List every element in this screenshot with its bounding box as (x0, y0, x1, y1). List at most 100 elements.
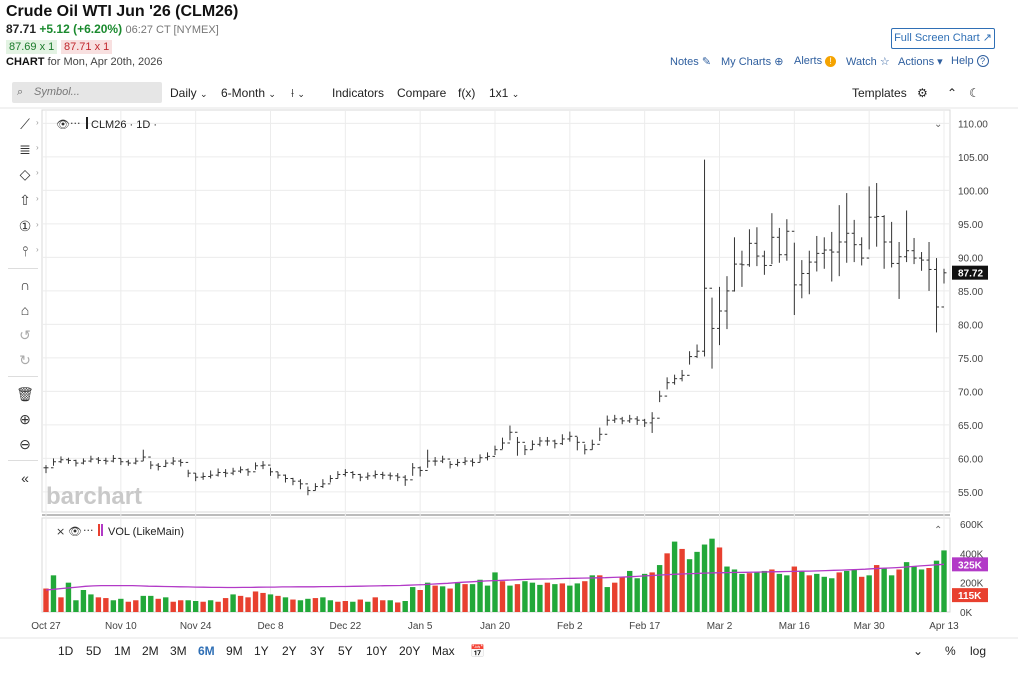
last-price-badge: 87.72 (958, 269, 983, 280)
unlock-icon[interactable]: ⌂ (20, 302, 30, 318)
pane-expand-icon[interactable]: ⌃ (934, 525, 942, 536)
arrow-tool-icon[interactable]: ⇧ › (19, 192, 39, 208)
range-button-6m[interactable]: 6M (198, 644, 215, 658)
period-dropdown[interactable]: Daily ⌄ (170, 86, 208, 100)
volume-bar (769, 569, 775, 612)
volume-bar (252, 591, 259, 612)
my-charts-label: My Charts (721, 56, 772, 68)
volume-bar (357, 599, 363, 612)
full-screen-chart-button[interactable]: Full Screen Chart ↗ (891, 28, 995, 49)
volume-bar (873, 565, 880, 612)
compare-button[interactable]: Compare (397, 86, 447, 100)
volume-bar (739, 573, 745, 612)
volume-bar (821, 576, 827, 612)
range-button-1m[interactable]: 1M (114, 644, 131, 658)
symbol-search-input[interactable]: ⌕ Symbol... (12, 82, 162, 103)
help-link[interactable]: Help ? (951, 55, 989, 67)
redo-icon[interactable]: ↻ (19, 352, 31, 368)
settings-gear-icon[interactable]: ⚙ (917, 86, 928, 100)
volume-bar (514, 584, 521, 612)
eye-icon[interactable]: 👁 (56, 118, 70, 131)
chart-date: CHART for Mon, Apr 20th, 2026 (6, 56, 163, 68)
volume-bar (716, 547, 723, 612)
templates-button[interactable]: Templates (852, 86, 907, 100)
quote-time: 06:27 CT [NYMEX] (125, 24, 219, 36)
pane-collapse-icon[interactable]: ⌄ (934, 119, 942, 130)
collapse-toolbar-icon[interactable]: « (21, 470, 29, 486)
annotation-tool-icon[interactable]: ① › (18, 218, 39, 234)
range-button-max[interactable]: Max (432, 644, 455, 658)
volume-bar (806, 575, 812, 612)
range-button-3m[interactable]: 3M (170, 644, 187, 658)
log-toggle[interactable]: log (970, 644, 987, 658)
trendline-tool-icon[interactable]: ⟋ › (20, 116, 39, 132)
volume-bar (417, 590, 423, 612)
volume-bar (881, 568, 887, 612)
my-charts-link[interactable]: My Charts ⊕ (721, 55, 783, 68)
double-chevron-down-icon[interactable]: ⌄ (913, 644, 924, 658)
range-button-9m[interactable]: 9M (226, 644, 243, 658)
volume-bar (941, 550, 947, 612)
volume-bar (185, 600, 191, 612)
chevron-down-icon: ⌄ (297, 89, 305, 99)
shape-tool-icon[interactable]: ◇ › (19, 166, 39, 182)
volume-bar (320, 597, 326, 612)
range-button-3y[interactable]: 3Y (310, 644, 325, 658)
zoom-in-icon[interactable]: ⊕ (19, 411, 31, 427)
layout-dropdown[interactable]: 1x1 ⌄ (489, 86, 519, 100)
range-dropdown[interactable]: 6-Month ⌄ (221, 86, 276, 100)
volume-bar (589, 575, 595, 612)
time-tick-label: Mar 16 (779, 621, 811, 632)
range-button-1d[interactable]: 1D (58, 644, 74, 658)
magnet-icon[interactable]: ∩ (19, 277, 31, 293)
collapse-up-icon[interactable]: ⌃ (947, 86, 958, 100)
fx-button[interactable]: f(x) (458, 86, 476, 100)
measure-tool-icon[interactable]: ⫯ › (21, 243, 39, 259)
eye-icon[interactable]: 👁 (68, 525, 82, 538)
volume-bar (492, 572, 498, 612)
alerts-link[interactable]: Alerts ! (794, 55, 837, 67)
more-icon[interactable]: ··· (83, 524, 94, 537)
trash-icon[interactable]: 🗑 (16, 386, 34, 402)
actions-menu[interactable]: Actions ▾ (898, 55, 943, 68)
range-button-2m[interactable]: 2M (142, 644, 159, 658)
calendar-icon[interactable]: 📅 (470, 644, 485, 658)
help-label: Help (951, 55, 974, 67)
volume-bar (933, 560, 940, 612)
close-icon[interactable]: × (56, 525, 65, 538)
notes-link[interactable]: Notes ✎ (670, 55, 711, 68)
percent-toggle[interactable]: % (945, 644, 956, 658)
volume-bar (365, 601, 371, 612)
watch-link[interactable]: Watch ☆ (846, 55, 890, 68)
chart-date-text: for Mon, Apr 20th, 2026 (47, 56, 163, 68)
chevron-down-icon: ⌄ (268, 89, 276, 99)
quote-line: 87.71 +5.12 (+6.20%) 06:27 CT [NYMEX] (6, 22, 219, 36)
volume-bar (552, 584, 558, 612)
last-volume-badge-bg (952, 588, 988, 603)
fib-tool-icon[interactable]: ≣ › (19, 141, 39, 157)
range-button-5y[interactable]: 5Y (338, 644, 353, 658)
dark-mode-icon[interactable]: ☾ (969, 86, 980, 100)
range-button-10y[interactable]: 10Y (366, 644, 388, 658)
volume-bar (88, 594, 94, 612)
more-icon[interactable]: ··· (70, 117, 81, 130)
caret-down-icon: ▾ (937, 56, 943, 68)
volume-bar (432, 585, 438, 612)
undo-icon[interactable]: ↺ (19, 327, 31, 343)
volume-bar (844, 570, 850, 612)
range-button-1y[interactable]: 1Y (254, 644, 269, 658)
volume-bar (439, 586, 446, 612)
search-icon: ⌕ (17, 86, 24, 98)
volume-bar (604, 587, 610, 612)
indicators-button[interactable]: Indicators (332, 86, 385, 100)
range-button-2y[interactable]: 2Y (282, 644, 297, 658)
volume-bar (746, 573, 753, 612)
time-tick-label: Dec 8 (257, 621, 284, 632)
volume-bar (58, 597, 64, 612)
range-button-20y[interactable]: 20Y (399, 644, 421, 658)
volume-bar (851, 569, 857, 612)
range-button-5d[interactable]: 5D (86, 644, 102, 658)
bar-type-dropdown[interactable]: ⟊ ⌄ (291, 86, 305, 101)
zoom-out-icon[interactable]: ⊖ (19, 436, 31, 452)
